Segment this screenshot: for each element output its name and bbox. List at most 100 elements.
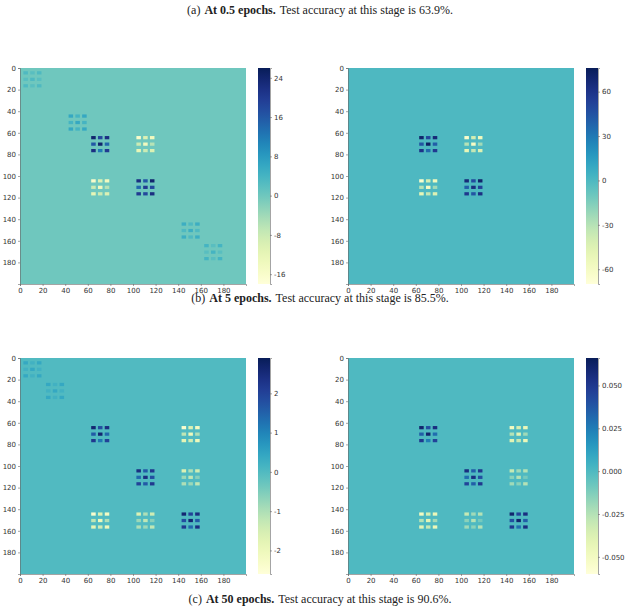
- cell: [46, 389, 51, 392]
- tick: 140: [500, 284, 513, 295]
- tick-label: 100: [331, 463, 344, 471]
- tick: 20: [367, 574, 376, 585]
- cell: [523, 525, 528, 528]
- tick: 40: [389, 574, 398, 585]
- tick-mark: [270, 433, 272, 434]
- cell: [143, 469, 148, 472]
- cell: [419, 512, 424, 515]
- tick-mark: [18, 133, 20, 134]
- tick: 160: [331, 238, 348, 246]
- cell: [188, 469, 193, 472]
- cell: [523, 482, 528, 485]
- tick-label: 20: [335, 86, 344, 94]
- cell: [30, 374, 35, 377]
- tick-mark: [270, 235, 272, 236]
- tick-label: -1: [274, 508, 281, 516]
- tick-mark: [346, 466, 348, 467]
- cell: [53, 396, 58, 399]
- cell: [182, 469, 187, 472]
- cell: [433, 192, 438, 195]
- tick: 100: [455, 284, 468, 295]
- cell: [30, 361, 35, 364]
- colorbar: [258, 358, 270, 574]
- tick-mark: [270, 511, 272, 512]
- tick-mark: [598, 225, 600, 226]
- cell: [523, 476, 528, 479]
- tick: 140: [172, 574, 185, 585]
- tick-mark: [598, 471, 600, 472]
- tick-label: 100: [331, 173, 344, 181]
- tick: -0.025: [598, 511, 625, 519]
- cell: [426, 192, 431, 195]
- tick-label: 0: [12, 355, 16, 363]
- tick: 0.050: [598, 382, 622, 390]
- tick-label: -2: [274, 547, 281, 555]
- tick-label: 20: [39, 577, 48, 585]
- cell: [91, 512, 96, 515]
- tick: 80: [434, 284, 443, 295]
- cell: [182, 222, 187, 225]
- axis-line: [21, 285, 247, 287]
- cell: [150, 192, 155, 195]
- cell: [471, 143, 476, 146]
- cell: [471, 512, 476, 515]
- tick-label: 0: [274, 469, 278, 477]
- cell: [478, 179, 483, 182]
- cell: [182, 525, 187, 528]
- tick-mark: [18, 509, 20, 510]
- cell: [433, 519, 438, 522]
- cell: [150, 519, 155, 522]
- cell: [30, 84, 35, 87]
- tick: 0: [18, 574, 22, 585]
- tick-label: 0: [346, 577, 350, 585]
- cell: [98, 186, 103, 189]
- tick-label: 40: [7, 398, 16, 406]
- x-axis: 020406080100120140160180: [346, 284, 574, 295]
- tick-label: 140: [331, 506, 344, 514]
- tick-label: 1: [274, 429, 278, 437]
- cell: [510, 519, 515, 522]
- cell: [426, 439, 431, 442]
- tick-label: 120: [477, 287, 490, 295]
- tick-mark: [270, 550, 272, 551]
- tick: 60: [412, 574, 421, 585]
- tick-label: 160: [3, 528, 16, 536]
- tick-mark: [598, 514, 600, 515]
- tick-mark: [598, 180, 600, 181]
- tick: 20: [335, 86, 348, 94]
- tick-mark: [551, 284, 552, 286]
- cell: [37, 84, 42, 87]
- cell: [105, 143, 110, 146]
- tick-label: 0.000: [602, 468, 622, 476]
- cell: [91, 179, 96, 182]
- tick: 120: [477, 574, 490, 585]
- tick: 160: [523, 284, 536, 295]
- cell: [426, 149, 431, 152]
- tick-label: 40: [335, 108, 344, 116]
- cell: [419, 149, 424, 152]
- cell: [188, 476, 193, 479]
- tick-label: 100: [3, 463, 16, 471]
- cell: [218, 257, 223, 260]
- tick: 60: [335, 420, 348, 428]
- cell: [136, 186, 141, 189]
- tick-label: 160: [331, 528, 344, 536]
- cell: [69, 121, 74, 124]
- tick: 0: [270, 192, 278, 200]
- cell: [91, 143, 96, 146]
- tick-label: 160: [3, 238, 16, 246]
- tick-label: 120: [149, 287, 162, 295]
- cell: [30, 71, 35, 74]
- cell: [188, 439, 193, 442]
- cell: [523, 519, 528, 522]
- cells: [348, 358, 574, 574]
- tick-label: 80: [7, 441, 16, 449]
- tick: 0: [18, 284, 22, 295]
- cell: [143, 482, 148, 485]
- axis-line: [349, 575, 575, 577]
- tick-label: 180: [3, 259, 16, 267]
- tick: 180: [545, 284, 558, 295]
- cell: [143, 149, 148, 152]
- y-axis: 020406080100120140160180: [331, 65, 349, 285]
- tick-mark: [223, 284, 224, 286]
